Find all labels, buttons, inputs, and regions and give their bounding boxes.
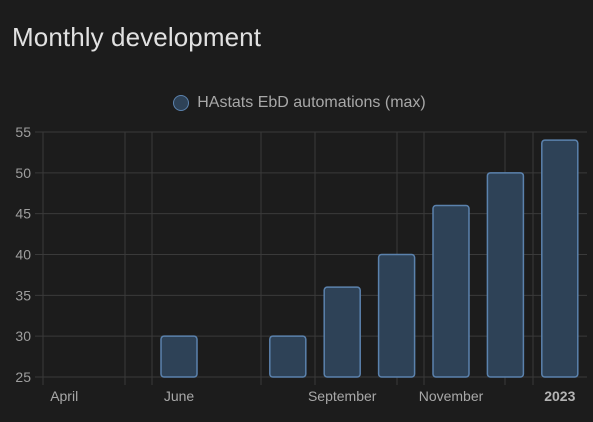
bar-2022-09[interactable] [323,286,361,378]
legend-label: HAstats EbD automations (max) [197,94,426,111]
y-tick-label: 30 [15,328,31,344]
x-tick-label: November [419,388,484,404]
bar-2022-10[interactable] [377,253,416,378]
y-tick-label: 45 [15,206,31,222]
bar-2023-01[interactable] [541,139,579,378]
x-axis-ticks: April June September November 2023 [50,388,575,404]
legend[interactable]: HAstats EbD automations (max) [0,94,593,112]
card-title: Monthly development [12,22,262,52]
y-tick-label: 35 [15,287,31,303]
bar-2022-12[interactable] [486,172,525,378]
bar-2022-08[interactable] [269,335,307,378]
legend-swatch [173,95,190,111]
y-tick-label: 50 [15,165,31,181]
y-axis-ticks: 25 30 35 40 45 50 55 [15,124,31,385]
x-tick-label: 2023 [544,388,575,404]
bar-2022-11[interactable] [432,204,470,378]
y-tick-label: 55 [15,124,31,140]
x-tick-label: April [50,388,78,404]
x-tick-label: June [164,388,195,404]
y-tick-label: 25 [15,369,31,385]
bar-2022-06[interactable] [160,335,198,378]
y-tick-label: 40 [15,247,31,263]
x-tick-label: September [308,388,377,404]
bars [160,139,579,378]
